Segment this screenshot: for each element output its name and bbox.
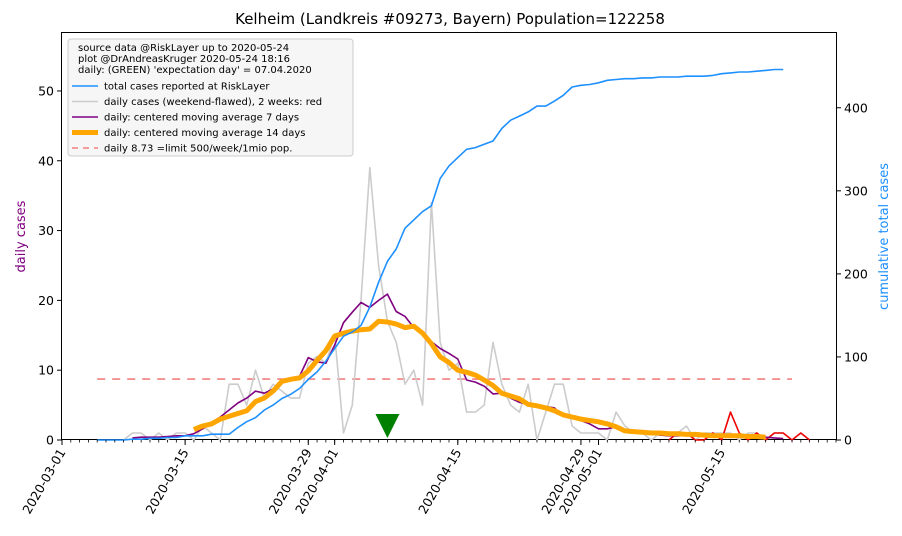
plot-frame [61,32,837,440]
legend: source data @RiskLayer up to 2020-05-24p… [67,38,354,157]
y-right-tick-label: 100 [844,349,868,364]
total-cases-line [97,68,784,441]
ma14-line [192,318,766,440]
y-left-tick-label: 20 [38,293,54,308]
legend-info-text: source data @RiskLayer up to 2020-05-24 [78,43,289,54]
y-right-tick-label: 400 [844,100,868,115]
y-left-tick-label: 0 [46,433,54,448]
daily-cases-recent-line [668,411,811,441]
legend-entry-label: daily: centered moving average 7 days [104,113,299,124]
legend-box [67,38,354,157]
legend-info-text: daily: (GREEN) 'expectation day' = 07.04… [78,65,312,76]
y-left-tick-label: 10 [38,363,54,378]
legend-entry-label: total cases reported at RiskLayer [104,82,270,93]
expectation-day-marker [375,414,400,438]
daily-cases-line [123,166,784,441]
y-right-tick-label: 0 [844,433,852,448]
y-left-tick-label: 50 [38,83,54,98]
legend-entry-label: daily 8.73 =limit 500/week/1mio pop. [104,144,292,155]
x-tick-label: 2020-05-15 [679,446,728,516]
legend-entry-label: daily cases (weekend-flawed), 2 weeks: r… [104,97,322,108]
y-left-label: daily cases [14,200,29,272]
chart-title: Kelheim (Landkreis #09273, Bayern) Popul… [235,10,665,28]
legend-entry-label: daily: centered moving average 14 days [104,128,305,139]
y-right-tick-label: 300 [844,183,868,198]
y-right-tick-label: 200 [844,266,868,281]
x-tick-label: 2020-03-01 [19,446,68,516]
y-left-tick-label: 40 [38,153,54,168]
x-tick-label: 2020-03-15 [142,446,191,516]
x-tick-label: 2020-04-15 [415,446,464,516]
y-left-tick-label: 30 [38,223,54,238]
y-right-label: cumulative total cases [877,163,892,310]
legend-info-text: plot @DrAndreasKruger 2020-05-24 18:16 [78,54,290,65]
